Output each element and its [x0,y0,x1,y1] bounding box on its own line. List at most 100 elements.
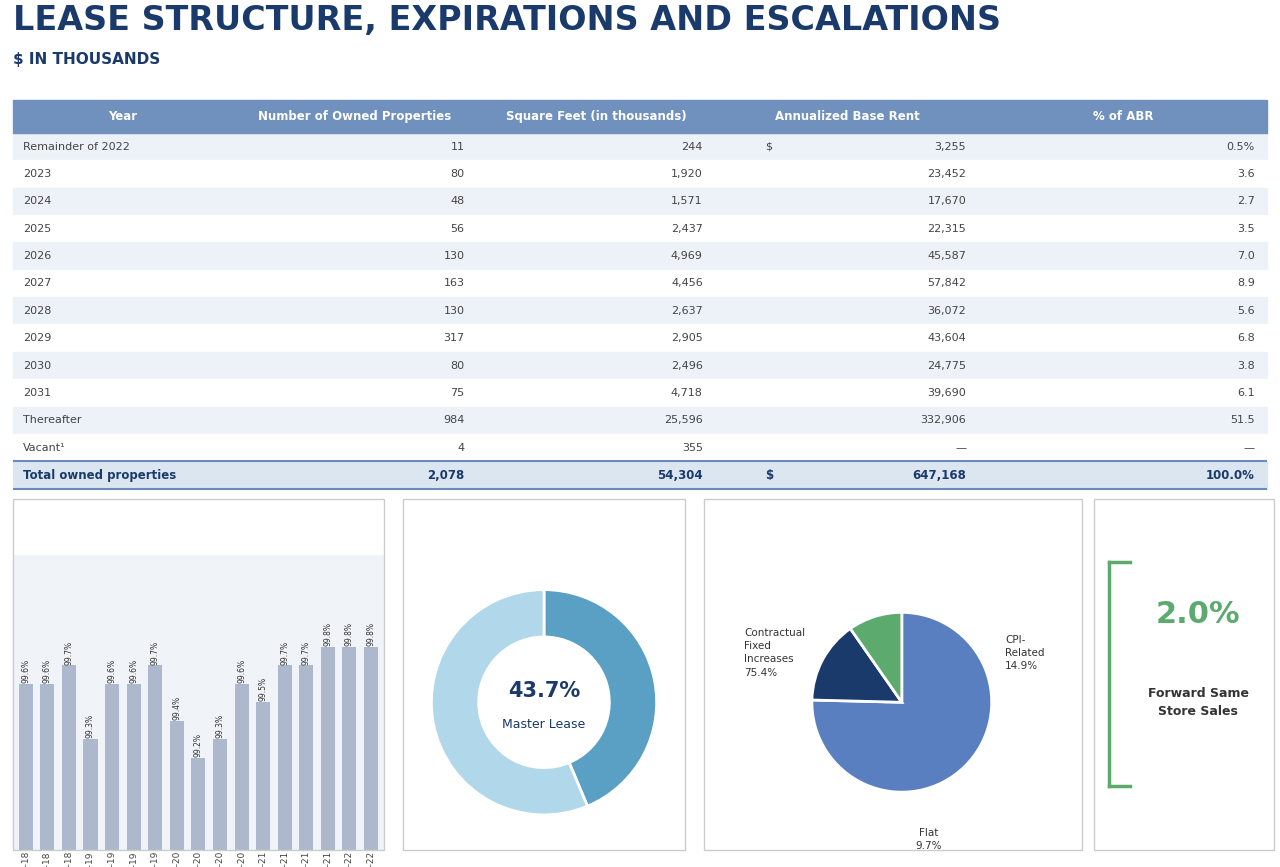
Text: $: $ [765,141,772,152]
Text: 2,078: 2,078 [428,468,465,481]
Bar [13,270,1267,297]
Text: 984: 984 [443,415,465,426]
Text: 17,670: 17,670 [928,196,966,206]
Bar [105,684,119,867]
Text: 99.8%: 99.8% [324,623,333,646]
Text: 4,456: 4,456 [671,278,703,289]
Text: Lease Structure: Lease Structure [484,513,604,526]
Text: 4,718: 4,718 [671,388,703,398]
Text: $ IN THOUSANDS: $ IN THOUSANDS [13,52,160,67]
Text: 99.4%: 99.4% [173,695,182,720]
Text: 355: 355 [682,443,703,453]
Text: 2029: 2029 [23,333,51,343]
Text: Vacant¹: Vacant¹ [23,443,65,453]
Text: 100.0%: 100.0% [1206,468,1254,481]
Bar [13,379,1267,407]
Text: 99.7%: 99.7% [64,641,73,664]
Text: 25,596: 25,596 [664,415,703,426]
Bar [148,666,163,867]
Text: Thereafter: Thereafter [23,415,82,426]
Bar [13,407,1267,434]
Text: 2026: 2026 [23,251,51,261]
Text: 2,637: 2,637 [671,306,703,316]
Text: —: — [1244,443,1254,453]
Text: CPI-
Related
14.9%: CPI- Related 14.9% [1005,635,1044,671]
Text: 48: 48 [451,196,465,206]
Bar [13,133,1267,160]
Text: 99.3%: 99.3% [86,714,95,738]
Wedge shape [544,590,657,806]
Bar [19,684,33,867]
Bar [343,647,357,867]
Text: 75: 75 [451,388,465,398]
Bar [278,666,292,867]
Bar [13,100,1267,133]
Wedge shape [812,629,902,702]
Text: (% of ABR): (% of ABR) [852,534,933,547]
Text: —: — [955,443,966,453]
Text: 99.7%: 99.7% [302,641,311,664]
Text: 5.6: 5.6 [1236,306,1254,316]
Text: 23,452: 23,452 [927,169,966,179]
Text: 244: 244 [681,141,703,152]
Text: 99.5%: 99.5% [259,677,268,701]
Text: Annualized Base Rent: Annualized Base Rent [774,110,919,123]
Text: 99.8%: 99.8% [366,623,375,646]
Text: 99.7%: 99.7% [151,641,160,664]
Text: 2031: 2031 [23,388,51,398]
Text: 99.7%: 99.7% [280,641,289,664]
Text: 2028: 2028 [23,306,51,316]
Bar [13,215,1267,243]
Bar [13,324,1267,352]
Text: 7.0: 7.0 [1236,251,1254,261]
Bar [212,740,227,867]
Text: 54,304: 54,304 [657,468,703,481]
Text: 2,496: 2,496 [671,361,703,370]
Text: 6.1: 6.1 [1236,388,1254,398]
Text: Escalation Types: Escalation Types [831,513,955,526]
Bar [13,187,1267,215]
Bar [256,702,270,867]
Text: 2024: 2024 [23,196,51,206]
Bar [321,647,335,867]
Text: 163: 163 [443,278,465,289]
Wedge shape [812,612,992,792]
Text: 99.6%: 99.6% [22,659,31,683]
Text: 2027: 2027 [23,278,51,289]
Text: 51.5: 51.5 [1230,415,1254,426]
Text: Remainder of 2022: Remainder of 2022 [23,141,129,152]
Text: 130: 130 [443,306,465,316]
Text: 43,604: 43,604 [928,333,966,343]
Text: 2030: 2030 [23,361,51,370]
Text: 3.5: 3.5 [1236,224,1254,234]
Text: 99.2%: 99.2% [193,733,204,757]
Bar [170,720,184,867]
Text: 8.9: 8.9 [1236,278,1254,289]
Text: 39,690: 39,690 [928,388,966,398]
Bar [234,684,248,867]
Bar [13,243,1267,270]
Text: 3.6: 3.6 [1236,169,1254,179]
Text: Square Feet (in thousands): Square Feet (in thousands) [506,110,686,123]
Bar [13,434,1267,461]
Text: 24,775: 24,775 [927,361,966,370]
Text: 99.6%: 99.6% [237,659,246,683]
Text: 43.7%: 43.7% [508,681,580,701]
Text: Year: Year [108,110,137,123]
Text: Flat
9.7%: Flat 9.7% [915,828,942,851]
Wedge shape [850,612,902,702]
Bar [40,684,54,867]
Text: 99.6%: 99.6% [108,659,116,683]
Bar [13,297,1267,324]
Text: 1,571: 1,571 [671,196,703,206]
Text: 56: 56 [451,224,465,234]
Text: 99.6%: 99.6% [129,659,138,683]
Text: 647,168: 647,168 [913,468,966,481]
Text: 317: 317 [443,333,465,343]
Text: 45,587: 45,587 [927,251,966,261]
Text: 2,437: 2,437 [671,224,703,234]
Text: 1,920: 1,920 [671,169,703,179]
Text: % of ABR: % of ABR [1093,110,1153,123]
Text: 2025: 2025 [23,224,51,234]
Text: 99.8%: 99.8% [346,623,355,646]
